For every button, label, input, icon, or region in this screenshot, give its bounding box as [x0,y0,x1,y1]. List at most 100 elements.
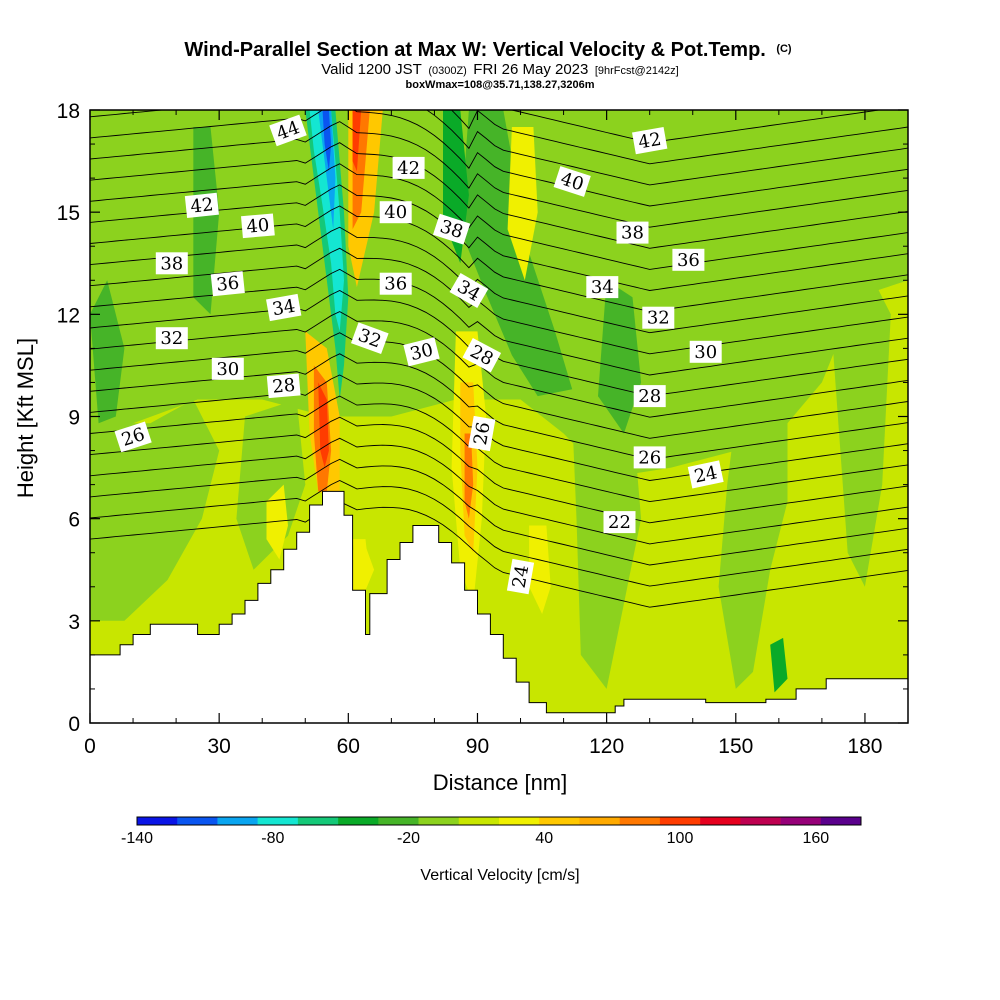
theta-contour-31 [90,311,908,418]
contour-label-text: 28 [638,386,661,407]
contour-label: 40 [553,166,591,197]
y-axis-label: Height [Kft MSL] [13,338,38,498]
contour-label: 32 [642,306,675,329]
theta-contour-25 [90,437,908,545]
colorbar-swatch [579,817,620,825]
contour-label-bg [211,357,244,380]
contour-label-bg [633,446,666,469]
contour-label: 30 [689,340,722,363]
contour-label: 38 [616,221,649,244]
colorbar-swatch [740,817,781,825]
y-tick-label: 12 [57,304,80,327]
contour-label-text: 40 [246,215,271,238]
sink-left-strip-2 [193,127,220,315]
contour-label-bg [468,415,496,452]
contour-label-bg [672,248,705,271]
contour-label-bg [155,252,188,275]
x-tick-label: 90 [466,735,489,758]
contour-label-text: 22 [608,512,631,533]
y-tick-label: 9 [68,407,80,430]
contour-label: 24 [506,558,535,595]
downdraft-band-left [90,399,220,621]
theta-contour-39 [90,142,908,249]
y-tick-label: 15 [57,202,80,225]
theta-contour-23 [90,480,908,587]
contour-label: 36 [210,271,245,297]
contour-label-bg [603,511,636,534]
theta-contour-37 [90,184,908,291]
contour-label-bg [266,293,302,322]
downdraft-column-cyan [309,110,344,332]
contour-label-bg [241,213,275,239]
colorbar-swatch [499,817,540,825]
sink-right [598,280,642,434]
contour-label: 22 [603,511,636,534]
contour-label-bg [632,126,668,155]
contour-label-text: 36 [677,250,700,271]
sink-left-strip [90,280,125,424]
contour-label-text: 30 [694,342,717,363]
contour-label: 36 [379,272,412,295]
chart-subtitle-2: boxWmax=108@35.71,138.27,3206m [406,79,595,91]
theta-contour-43 [450,110,908,165]
chart-subtitle: Valid 1200 JST (0300Z) FRI 26 May 2023 [… [321,61,679,78]
contour-label: 30 [211,357,244,380]
updraft-mid [507,127,538,281]
colorbar-ticks: -140 -80 -20 40 100 160 [121,830,829,847]
colorbar-swatch [137,817,178,825]
colorbar-tick-label: -140 [121,830,153,847]
x-tick-label: 180 [847,735,882,758]
contour-label-bg [449,272,489,309]
contour-label-bg [379,201,412,224]
theta-contour-24 [90,458,908,566]
colorbar-frame [136,816,862,826]
contour-label-bg [506,558,535,595]
contour-label: 28 [266,373,301,399]
theta-contour-34 [90,247,908,355]
contour-label: 38 [155,252,188,275]
colorbar-swatch [539,817,580,825]
colorbar-swatch [378,817,419,825]
theta-contour-40 [90,121,908,228]
colorbar-tick-label: -20 [397,830,420,847]
contour-label: 42 [392,156,425,179]
contour-label-bg [392,156,425,179]
chart-title: Wind-Parallel Section at Max W: Vertical… [184,39,792,61]
contour-label-text: 32 [647,308,670,329]
sink-small [770,637,788,693]
contour-label-text: 42 [189,194,214,217]
terrain [90,490,908,723]
contour-label-text: 36 [215,273,240,296]
contour-label: 32 [155,327,188,350]
contour-label-text: 36 [384,274,407,295]
downdraft-column-lightblue [318,110,336,230]
contour-label-bg [462,337,502,373]
contour-label: 26 [633,446,666,469]
x-axis: 0 30 60 90 120 150 180 [84,110,882,758]
contour-label-text: 26 [470,420,495,446]
contour-label-bg [266,373,301,399]
contour-label-bg [586,276,619,299]
colorbar-swatch [297,817,339,825]
colorbar [136,816,862,826]
colorbar-swatch [338,817,379,825]
theta-contour-28 [90,374,908,481]
contour-label-text: 32 [160,328,183,349]
colorbar-swatch [217,817,258,825]
contour-label-text: 42 [637,129,663,154]
contour-label-text: 26 [638,447,661,468]
downdraft-band-far [830,280,891,587]
contour-label: 40 [379,201,412,224]
contour-label: 26 [468,415,496,452]
y-tick-label: 3 [68,611,80,634]
colorbar-tick-label: 100 [667,830,694,847]
theta-contour-22 [90,501,908,608]
y-tick-label: 18 [57,100,80,123]
colorbar-swatch [458,817,500,825]
contour-label-bg [687,460,724,489]
x-tick-label: 60 [337,735,360,758]
theta-contour-44 [509,110,883,144]
